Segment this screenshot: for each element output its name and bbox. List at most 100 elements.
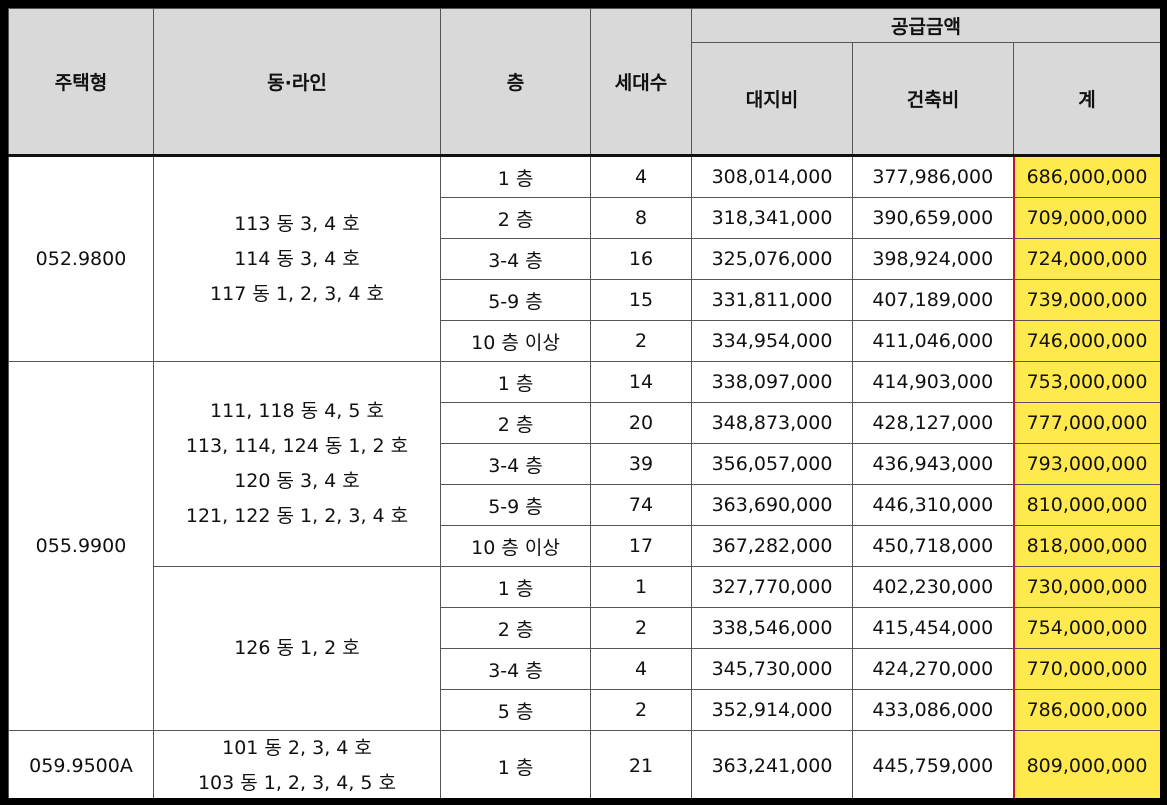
header-type: 주택형 <box>8 8 154 157</box>
building-cost-cell: 445,759,000 <box>852 730 1014 798</box>
dong-line-cell: 126 동 1, 2 호 <box>153 566 441 731</box>
building-cost-cell: 402,230,000 <box>852 566 1014 608</box>
floor-cell: 2 층 <box>440 402 591 444</box>
land-cost-cell: 318,341,000 <box>691 197 853 239</box>
total-cell: 724,000,000 <box>1012 238 1160 280</box>
unit-type-cell: 052.9800 <box>8 155 154 362</box>
floor-cell: 1 층 <box>440 730 591 798</box>
land-cost-cell: 338,097,000 <box>691 361 853 403</box>
table-row: 2 층 2 338,546,000 415,454,000 754,000,000 <box>9 607 1160 649</box>
building-cost-cell: 414,903,000 <box>852 361 1014 403</box>
land-cost-cell: 338,546,000 <box>691 607 853 649</box>
total-cell: 786,000,000 <box>1012 689 1160 731</box>
dong-line-cell: 101 동 2, 3, 4 호 103 동 1, 2, 3, 4, 5 호 <box>153 730 441 798</box>
building-cost-cell: 411,046,000 <box>852 320 1014 362</box>
dong-line-text: 113, 114, 124 동 1, 2 호 <box>185 435 409 457</box>
households-cell: 15 <box>590 279 692 321</box>
unit-type-cell: 055.9900 <box>8 361 154 731</box>
table-row: 10 층 이상 2 334,954,000 411,046,000 746,000,00… <box>9 320 1160 362</box>
building-cost-cell: 377,986,000 <box>852 155 1014 198</box>
table-row: 3-4 층 16 325,076,000 398,924,000 724,000,000 <box>9 238 1160 280</box>
land-cost-cell: 327,770,000 <box>691 566 853 608</box>
floor-cell: 10 층 이상 <box>440 525 591 567</box>
table-row: 5 층 2 352,914,000 433,086,000 786,000,000 <box>9 689 1160 731</box>
households-cell: 16 <box>590 238 692 280</box>
land-cost-cell: 356,057,000 <box>691 443 853 485</box>
header-building-cost: 건축비 <box>852 42 1014 157</box>
header-households: 세대수 <box>590 8 692 157</box>
land-cost-cell: 363,241,000 <box>691 730 853 798</box>
floor-cell: 3-4 층 <box>440 238 591 280</box>
households-cell: 4 <box>590 155 692 198</box>
households-cell: 17 <box>590 525 692 567</box>
unit-type-cell: 059.9500A <box>8 730 154 798</box>
dong-line-cell: 111, 118 동 4, 5 호 113, 114, 124 동 1, 2 호 1… <box>153 361 441 567</box>
floor-cell: 2 층 <box>440 607 591 649</box>
total-cell: 777,000,000 <box>1012 402 1160 444</box>
floor-cell: 5-9 층 <box>440 279 591 321</box>
dong-line-text: 120 동 3, 4 호 <box>234 470 360 492</box>
dong-line-text: 117 동 1, 2, 3, 4 호 <box>210 282 384 305</box>
households-cell: 39 <box>590 443 692 485</box>
total-cell: 753,000,000 <box>1012 361 1160 403</box>
households-cell: 20 <box>590 402 692 444</box>
header-supply-price: 공급금액 <box>691 8 1160 43</box>
floor-cell: 1 층 <box>440 155 591 198</box>
households-cell: 21 <box>590 730 692 798</box>
total-cell: 809,000,000 <box>1012 730 1160 798</box>
table-row: 5-9 층 74 363,690,000 446,310,000 810,000,000 <box>9 484 1160 526</box>
floor-cell: 2 층 <box>440 197 591 239</box>
table-row: 3-4 층 4 345,730,000 424,270,000 770,000,000 <box>9 648 1160 690</box>
land-cost-cell: 325,076,000 <box>691 238 853 280</box>
table-row: 2 층 20 348,873,000 428,127,000 777,000,000 <box>9 402 1160 444</box>
households-cell: 8 <box>590 197 692 239</box>
table-row: 059.9500A 101 동 2, 3, 4 호 103 동 1, 2, 3, 4… <box>8 730 1160 798</box>
households-cell: 2 <box>590 689 692 731</box>
total-cell: 818,000,000 <box>1012 525 1160 567</box>
header-total: 계 <box>1013 42 1160 157</box>
households-cell: 4 <box>590 648 692 690</box>
land-cost-cell: 348,873,000 <box>691 402 853 444</box>
building-cost-cell: 398,924,000 <box>852 238 1014 280</box>
households-cell: 2 <box>590 607 692 649</box>
total-cell: 730,000,000 <box>1012 566 1160 608</box>
floor-cell: 1 층 <box>440 361 591 403</box>
households-cell: 14 <box>590 361 692 403</box>
building-cost-cell: 433,086,000 <box>852 689 1014 731</box>
dong-line-text: 111, 118 동 4, 5 호 <box>210 400 384 422</box>
total-cell: 770,000,000 <box>1012 648 1160 690</box>
land-cost-cell: 367,282,000 <box>691 525 853 567</box>
total-cell: 746,000,000 <box>1012 320 1160 362</box>
supply-price-table: 주택형 동·라인 층 세대수 공급금액 대지비 건축비 계 052.9800 11… <box>8 8 1160 798</box>
building-cost-cell: 390,659,000 <box>852 197 1014 239</box>
table-row: 052.9800 113 동 3, 4 호 114 동 3, 4 호 117 동 1,… <box>8 154 1160 362</box>
land-cost-cell: 363,690,000 <box>691 484 853 526</box>
land-cost-cell: 352,914,000 <box>691 689 853 731</box>
table-row: 055.9900 111, 118 동 4, 5 호 113, 114, 124 동… <box>8 361 1160 731</box>
table-body: 052.9800 113 동 3, 4 호 114 동 3, 4 호 117 동 1,… <box>8 154 1160 798</box>
floor-cell: 5 층 <box>440 689 591 731</box>
dong-line-text: 114 동 3, 4 호 <box>234 247 360 270</box>
total-cell: 810,000,000 <box>1012 484 1160 526</box>
dong-line-text: 113 동 3, 4 호 <box>234 212 360 235</box>
land-cost-cell: 334,954,000 <box>691 320 853 362</box>
table-row: 5-9 층 15 331,811,000 407,189,000 739,000,000 <box>9 279 1160 321</box>
households-cell: 74 <box>590 484 692 526</box>
total-cell: 686,000,000 <box>1012 154 1160 198</box>
total-cell: 739,000,000 <box>1012 279 1160 321</box>
households-cell: 2 <box>590 320 692 362</box>
floor-cell: 3-4 층 <box>440 648 591 690</box>
dong-line-text: 121, 122 동 1, 2, 3, 4 호 <box>185 505 409 527</box>
floor-cell: 1 층 <box>440 566 591 608</box>
building-cost-cell: 415,454,000 <box>852 607 1014 649</box>
table-row: 126 동 1, 2 호 1 층 1 327,770,000 402,230,000 73… <box>9 566 1160 731</box>
total-cell: 793,000,000 <box>1012 443 1160 485</box>
building-cost-cell: 424,270,000 <box>852 648 1014 690</box>
building-cost-cell: 436,943,000 <box>852 443 1014 485</box>
land-cost-cell: 331,811,000 <box>691 279 853 321</box>
building-cost-cell: 450,718,000 <box>852 525 1014 567</box>
building-cost-cell: 407,189,000 <box>852 279 1014 321</box>
floor-cell: 3-4 층 <box>440 443 591 485</box>
floor-cell: 5-9 층 <box>440 484 591 526</box>
total-cell: 754,000,000 <box>1012 607 1160 649</box>
